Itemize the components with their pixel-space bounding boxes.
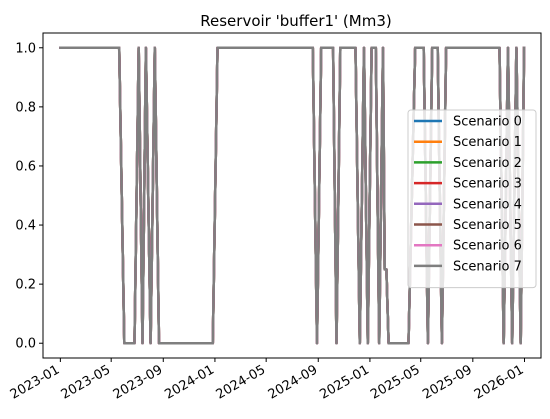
y-tick-label: 0.8 [15,100,36,115]
series-line-scenario-7 [59,46,526,345]
y-tick-label: 1.0 [15,41,36,56]
y-tick-label: 0.6 [15,159,36,174]
axes-frame [42,32,542,359]
legend-label: Scenario 5 [453,218,522,233]
legend-label: Scenario 1 [453,135,522,150]
legend-label: Scenario 7 [453,259,522,274]
legend-label: Scenario 3 [453,177,522,192]
legend-label: Scenario 2 [453,156,522,171]
y-tick-label: 0.4 [15,219,36,234]
chart-title: Reservoir 'buffer1' (Mm3) [200,12,391,30]
legend-box [407,109,537,289]
y-axis: 0.0 0.2 0.4 0.6 0.8 1.0 [15,41,43,352]
legend: Scenario 0 Scenario 1 Scenario 2 Scenario 3… [407,109,537,289]
legend-label: Scenario 4 [453,197,522,212]
legend-label: Scenario 6 [453,239,522,254]
plot-area [59,46,526,345]
y-tick-label: 0.0 [15,337,36,352]
y-tick-label: 0.2 [15,278,36,293]
legend-label: Scenario 0 [453,115,522,130]
